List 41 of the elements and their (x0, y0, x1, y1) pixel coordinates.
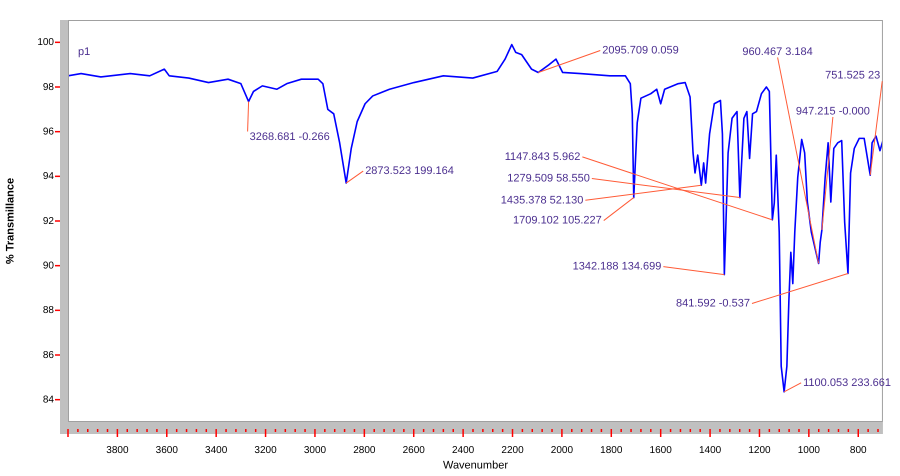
y-tick-label: 84 (42, 394, 54, 406)
x-tick-label: 3200 (254, 444, 278, 456)
y-tick-label: 94 (42, 171, 54, 182)
x-tick-label: 3400 (205, 444, 228, 456)
annotation: 2095.709 0.059 (602, 44, 679, 57)
x-tick-label: 1400 (698, 444, 722, 456)
annotation: 841.592 -0.537 (676, 298, 750, 310)
x-tick-label: 1000 (798, 444, 820, 456)
annotation: 2873.523 199.164 (365, 165, 454, 178)
annotation: 1279.509 58.550 (507, 172, 590, 185)
y-axis-title: % Transmillance (4, 178, 17, 264)
y-tick-label: 88 (42, 305, 54, 316)
annotation: 1147.843 5.962 (504, 150, 580, 163)
x-tick-label: 800 (850, 444, 868, 456)
x-tick-label: 2200 (501, 444, 524, 456)
x-tick-label: 1200 (748, 444, 772, 456)
x-tick-label: 2400 (452, 444, 475, 456)
x-tick-label: 1600 (650, 444, 672, 456)
y-tick-label: 92 (42, 216, 54, 227)
annotation: 1709.102 105.227 (513, 214, 602, 227)
annotation: 947.215 -0.000 (796, 105, 870, 118)
x-tick-label: 1800 (600, 444, 623, 456)
x-tick-label: 3600 (156, 444, 178, 456)
x-tick-label: 3800 (106, 444, 129, 456)
x-tick-label: 2000 (550, 444, 574, 456)
y-tick-label: 100 (37, 37, 54, 48)
y-tick-label: 86 (42, 350, 54, 361)
y-tick-label: 96 (42, 126, 54, 138)
x-axis-title: Wavenumber (442, 459, 508, 472)
annotation: p1 (78, 46, 90, 58)
y-tick-label: 90 (42, 260, 54, 272)
annotation: 1100.053 233.661 (803, 376, 892, 389)
annotation: 3268.681 -0.266 (250, 131, 330, 144)
annotation: 1435.378 52.130 (500, 194, 584, 206)
annotation: 751.525 23 (825, 70, 880, 82)
x-tick-label: 2800 (353, 444, 376, 456)
x-tick-label: 2600 (402, 444, 426, 456)
annotation: 960.467 3.184 (742, 46, 813, 58)
annotation: 1342.188 134.699 (572, 260, 662, 273)
y-tick-label: 98 (42, 82, 54, 93)
x-tick-label: 3000 (304, 444, 327, 456)
